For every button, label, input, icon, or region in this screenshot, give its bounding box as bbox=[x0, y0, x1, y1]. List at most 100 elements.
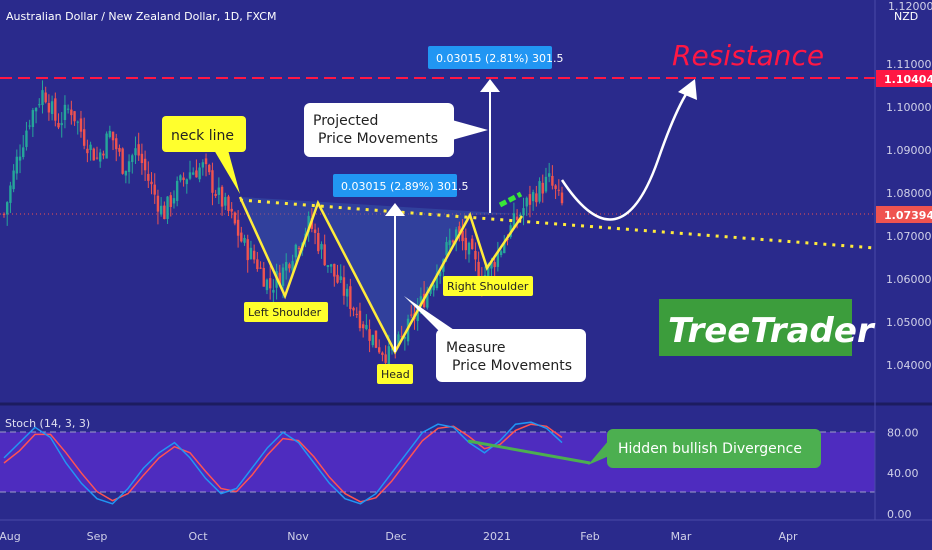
candle-body bbox=[76, 121, 79, 123]
candle-body bbox=[512, 213, 516, 229]
projected-callout-pointer bbox=[452, 120, 488, 140]
candle-body bbox=[192, 172, 195, 175]
candle-body bbox=[2, 213, 6, 215]
price-axis[interactable]: 1.11000 1.10000 1.09000 1.08000 1.07000 1.060… bbox=[886, 58, 932, 372]
treetrader-logo-box bbox=[659, 299, 852, 356]
price-tick-label: 1.07000 bbox=[886, 230, 932, 243]
candle-body bbox=[256, 259, 259, 270]
stoch-indicator-label[interactable]: Stoch (14, 3, 3) bbox=[5, 417, 90, 430]
candle-body bbox=[278, 272, 281, 285]
candle-body bbox=[265, 279, 269, 291]
projected-info-box bbox=[428, 46, 552, 69]
treetrader-logo: TreeTrader bbox=[668, 311, 876, 351]
candle-body bbox=[73, 111, 76, 122]
last-price-label: 1.07394 bbox=[884, 209, 932, 222]
stoch-d-line bbox=[3, 423, 563, 503]
stoch-tick-label: 0.00 bbox=[887, 508, 912, 521]
candle-body bbox=[236, 219, 240, 236]
time-tick-label: Nov bbox=[287, 530, 309, 543]
divergence-callout-pointer bbox=[588, 440, 609, 465]
candle-body bbox=[38, 104, 41, 106]
candle-body bbox=[487, 264, 490, 278]
head-tag bbox=[377, 364, 413, 384]
candle-body bbox=[140, 153, 144, 163]
candle-body bbox=[387, 346, 391, 365]
candle-body bbox=[467, 242, 471, 255]
candle-body bbox=[166, 196, 169, 219]
candle-body bbox=[18, 156, 22, 161]
price-top-label: 1.12000 bbox=[888, 0, 932, 13]
candle-body bbox=[458, 226, 461, 233]
candle-body bbox=[374, 330, 378, 348]
divergence-callout bbox=[607, 429, 821, 468]
price-tick-label: 1.10000 bbox=[886, 101, 932, 114]
candle-body bbox=[355, 313, 358, 315]
candle-body bbox=[454, 229, 458, 242]
left-shoulder-label: Left Shoulder bbox=[248, 306, 322, 319]
candle-body bbox=[230, 208, 233, 212]
breakout-marker bbox=[498, 191, 523, 208]
stoch-tick-label: 40.00 bbox=[887, 467, 919, 480]
chart-title[interactable]: Australian Dollar / New Zealand Dollar, … bbox=[6, 10, 276, 23]
projected-callout-line2: Price Movements bbox=[318, 131, 438, 147]
candle-body bbox=[464, 237, 467, 251]
candle-body bbox=[28, 125, 31, 127]
candle-body bbox=[384, 354, 387, 363]
candle-body bbox=[92, 148, 95, 161]
time-axis[interactable]: Aug Sep Oct Nov Dec 2021 Feb Mar Apr bbox=[0, 530, 798, 543]
candle-body bbox=[294, 244, 298, 258]
candle-body bbox=[496, 251, 500, 267]
candle-body bbox=[47, 103, 51, 113]
candle-body bbox=[6, 202, 9, 215]
time-tick-label: Sep bbox=[87, 530, 108, 543]
candle-body bbox=[70, 109, 73, 116]
candle-body bbox=[108, 130, 112, 138]
candle-body bbox=[243, 237, 246, 243]
candle-body bbox=[262, 267, 265, 287]
time-tick-label: Feb bbox=[580, 530, 599, 543]
candle-body bbox=[66, 108, 70, 110]
candle-body bbox=[41, 90, 44, 106]
head-shoulders-fill bbox=[240, 197, 518, 352]
time-tick-label: Oct bbox=[188, 530, 208, 543]
candle-body bbox=[115, 138, 118, 150]
candle-body bbox=[111, 131, 115, 141]
candle-body bbox=[307, 216, 310, 233]
candle-body bbox=[143, 158, 147, 171]
candle-body bbox=[397, 334, 400, 346]
candle-body bbox=[522, 208, 525, 216]
measure-callout-pointer bbox=[404, 296, 460, 334]
price-tick-label: 1.09000 bbox=[886, 144, 932, 157]
candle-body bbox=[461, 230, 464, 242]
candle-body bbox=[403, 337, 407, 339]
measure-callout-line1: Measure bbox=[446, 340, 506, 356]
candle-body bbox=[400, 336, 403, 338]
right-shoulder-label: Right Shoulder bbox=[447, 280, 529, 293]
candle-body bbox=[381, 352, 384, 355]
candle-body bbox=[198, 167, 201, 180]
candle-body bbox=[474, 250, 477, 260]
candle-body bbox=[188, 172, 192, 179]
candle-body bbox=[150, 181, 153, 185]
candle-body bbox=[124, 170, 128, 176]
candle-body bbox=[342, 277, 346, 296]
candle-body bbox=[416, 308, 419, 322]
candle-body bbox=[182, 177, 185, 181]
candle-body bbox=[333, 263, 336, 277]
candle-body bbox=[99, 152, 102, 162]
candle-body bbox=[249, 247, 253, 260]
candle-body bbox=[224, 197, 227, 206]
candle-body bbox=[60, 123, 63, 126]
neck-line-label: neck line bbox=[171, 128, 234, 144]
candle-body bbox=[34, 108, 38, 112]
stoch-tick-label: 80.00 bbox=[887, 426, 919, 439]
candle-body bbox=[515, 216, 519, 220]
candle-body bbox=[272, 289, 275, 293]
candle-body bbox=[105, 133, 108, 159]
candle-body bbox=[320, 243, 323, 250]
candle-body bbox=[352, 307, 355, 311]
candle-body bbox=[82, 129, 86, 146]
candle-body bbox=[163, 205, 166, 220]
candle-body bbox=[54, 98, 57, 121]
